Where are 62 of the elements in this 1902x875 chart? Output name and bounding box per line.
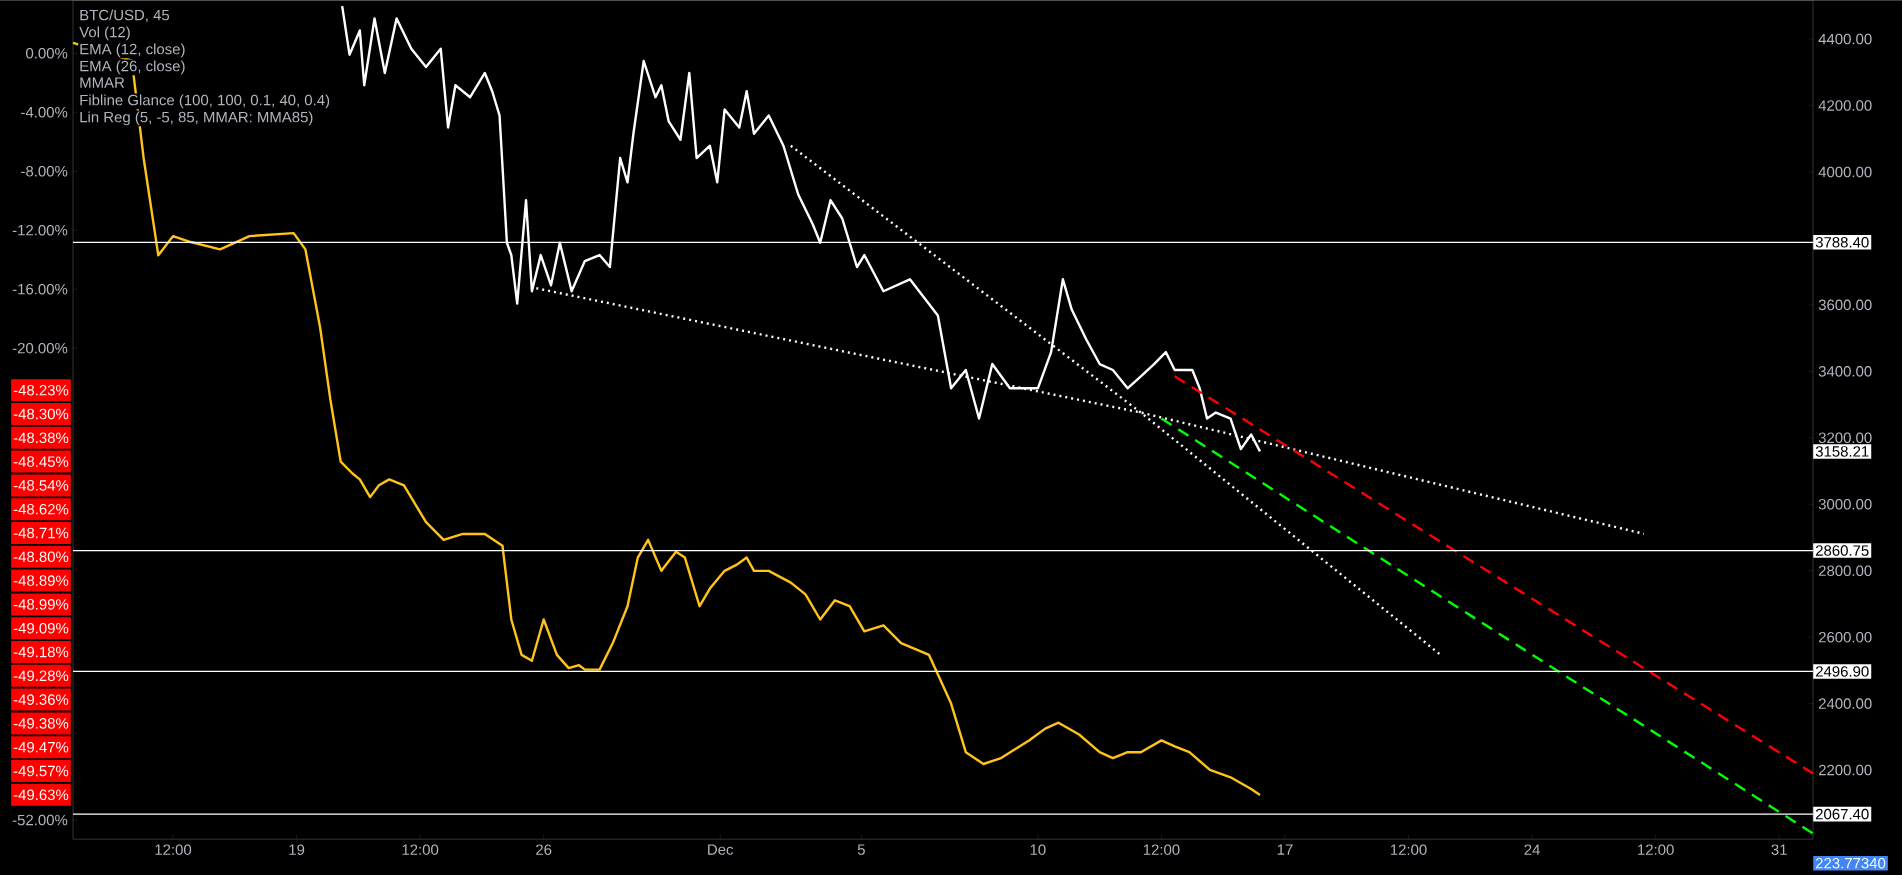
ref-line-label: 2067.40 bbox=[1815, 808, 1869, 820]
text: -49.28% bbox=[13, 670, 69, 681]
y2-tick-label: 2200.00 bbox=[1818, 764, 1872, 776]
y2-tick-label: 3600.00 bbox=[1818, 299, 1872, 311]
text: -48.62% bbox=[13, 503, 69, 515]
text: -49.09% bbox=[13, 622, 69, 634]
annotation: Vol (12) bbox=[79, 26, 130, 41]
text: -49.63% bbox=[13, 789, 69, 800]
ref-line-label: 3788.40 bbox=[1815, 236, 1869, 248]
y2-tick-label: 3400.00 bbox=[1818, 365, 1872, 377]
text: -49.57% bbox=[13, 765, 69, 777]
annotation: EMA (12, close) bbox=[80, 43, 185, 58]
y-tick-label: -8.00% bbox=[21, 165, 68, 177]
y-tick-label: -4.00% bbox=[21, 106, 68, 118]
y2-tick-label: 3000.00 bbox=[1818, 498, 1872, 510]
text: -48.99% bbox=[13, 599, 69, 610]
y-tick-label: 0.00% bbox=[26, 47, 68, 59]
y2-tick-label: 4400.00 bbox=[1818, 33, 1872, 45]
text: -48.23% bbox=[13, 384, 69, 396]
ref-line-label: 2860.75 bbox=[1815, 545, 1869, 556]
y2-tick-label: 4000.00 bbox=[1818, 166, 1872, 178]
x-tick-label: 31 bbox=[1771, 844, 1787, 855]
annotation: Fibline Glance (100, 100, 0.1, 40, 0.4) bbox=[80, 94, 330, 109]
y-tick-label: -16.00% bbox=[12, 283, 68, 295]
text: -49.18% bbox=[13, 646, 69, 658]
text: 3158.21 bbox=[1815, 446, 1869, 457]
annotation: MMAR bbox=[80, 77, 125, 88]
x-tick-label: Dec bbox=[708, 844, 734, 855]
text: -48.71% bbox=[13, 527, 69, 539]
x-tick-label: 12:00 bbox=[1638, 844, 1674, 855]
text: -48.38% bbox=[13, 432, 69, 443]
y2-tick-label: 3200.00 bbox=[1818, 432, 1872, 443]
y-tick-label: -52.00% bbox=[12, 814, 68, 826]
y-tick-label: -20.00% bbox=[12, 342, 68, 354]
y-tick-label: -12.00% bbox=[12, 224, 68, 236]
x-tick-label: 12:00 bbox=[155, 844, 192, 855]
text: -48.80% bbox=[13, 551, 69, 562]
x-tick-label: 12:00 bbox=[402, 844, 439, 855]
text: -49.36% bbox=[13, 694, 69, 705]
annotation: EMA (26, close) bbox=[80, 60, 185, 75]
y2-tick-label: 4200.00 bbox=[1818, 100, 1872, 111]
text: 223.77340 bbox=[1815, 857, 1886, 869]
x-tick-label: 12:00 bbox=[1143, 844, 1180, 855]
x-tick-label: 5 bbox=[857, 844, 865, 855]
text: BTC/USD, 45 bbox=[80, 9, 170, 23]
text: -48.54% bbox=[13, 480, 69, 491]
x-tick-label: 12:00 bbox=[1390, 844, 1427, 855]
ref-line-label: 2496.90 bbox=[1815, 666, 1869, 677]
annotation: Lin Reg (5, -5, 85, MMAR: MMA85) bbox=[80, 111, 313, 126]
x-tick-label: 24 bbox=[1524, 844, 1540, 855]
x-tick-label: 19 bbox=[289, 844, 305, 855]
x-tick-label: 26 bbox=[536, 844, 552, 855]
text: -49.38% bbox=[13, 718, 69, 729]
x-tick-label: 10 bbox=[1030, 844, 1046, 855]
y2-tick-label: 2600.00 bbox=[1818, 631, 1872, 643]
text: -48.89% bbox=[13, 575, 69, 586]
y2-tick-label: 2800.00 bbox=[1818, 565, 1872, 576]
text: -48.30% bbox=[13, 408, 69, 420]
text: -48.45% bbox=[13, 456, 69, 467]
x-tick-label: 17 bbox=[1277, 844, 1293, 855]
y2-tick-label: 2400.00 bbox=[1818, 698, 1872, 709]
text: -49.47% bbox=[13, 741, 69, 753]
